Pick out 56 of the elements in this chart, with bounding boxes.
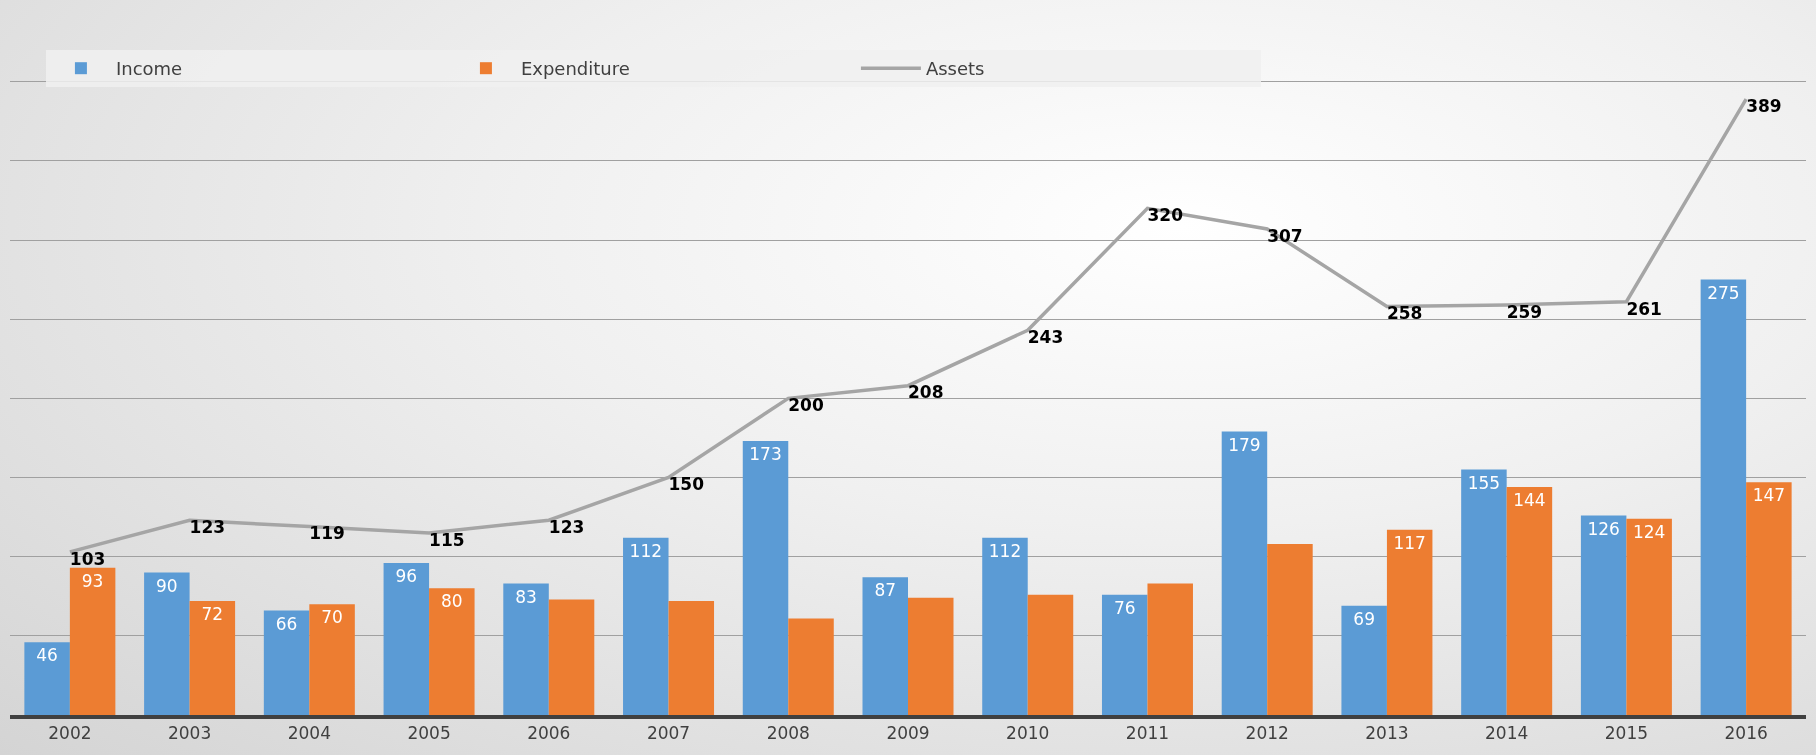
data-label: 80 [441, 591, 463, 612]
data-label: 90 [156, 575, 178, 596]
data-label: 69 [1353, 608, 1375, 629]
x-tick-label: 2003 [167, 723, 212, 744]
data-label: 155 [1467, 472, 1501, 493]
x-tick-label: 2008 [766, 723, 810, 744]
x-tick-label: 2002 [48, 723, 92, 744]
data-label: 72 [201, 604, 224, 624]
x-tick-label: 2013 [1365, 723, 1409, 744]
x-tick-label: 2014 [1485, 723, 1529, 744]
x-tick-label: 2004 [287, 723, 331, 744]
x-tick-label: 2011 [1125, 723, 1170, 744]
data-label: 87 [874, 580, 897, 601]
x-tick-label: 2012 [1245, 723, 1289, 744]
data-label: 320 [1147, 205, 1184, 226]
data-label: 96 [395, 566, 418, 586]
data-label: 119 [309, 523, 345, 544]
data-label: 124 [1632, 521, 1666, 542]
data-label: 150 [668, 474, 705, 495]
data-label: 126 [1587, 518, 1620, 539]
x-tick-label: 2015 [1604, 723, 1649, 744]
data-label: 76 [1113, 597, 1136, 618]
data-label: 112 [988, 540, 1022, 561]
legend-label: Assets [925, 58, 985, 80]
data-label: 66 [275, 613, 298, 634]
data-label: 70 [321, 607, 343, 628]
data-label: 389 [1746, 95, 1782, 116]
data-label: 179 [1228, 434, 1261, 455]
data-label: 307 [1267, 225, 1303, 246]
data-label: 258 [1386, 303, 1423, 324]
x-tick-label: 2009 [886, 723, 930, 744]
data-label: 123 [548, 517, 585, 537]
data-label: 200 [788, 395, 824, 416]
data-label: 103 [69, 548, 106, 569]
data-label: 173 [749, 444, 782, 465]
data-label: 83 [515, 586, 537, 607]
legend-label: Expenditure [520, 58, 630, 80]
data-label: 117 [1393, 532, 1426, 553]
data-label: 259 [1506, 301, 1543, 322]
data-label: 147 [1752, 485, 1786, 506]
data-label: 144 [1513, 490, 1546, 510]
data-label: 46 [36, 645, 58, 666]
x-tick-label: 2016 [1724, 723, 1768, 744]
data-label: 208 [908, 382, 944, 403]
x-tick-label: 2010 [1006, 723, 1050, 744]
data-label: 123 [189, 517, 226, 537]
x-tick-label: 2007 [646, 723, 691, 744]
data-label: 115 [429, 529, 465, 550]
data-label: 261 [1626, 298, 1662, 319]
x-tick-label: 2005 [407, 723, 451, 744]
data-label: 275 [1707, 282, 1740, 303]
data-label: 112 [629, 540, 663, 561]
x-tick-label: 2006 [527, 723, 571, 744]
data-label: 93 [81, 570, 104, 591]
data-label: 243 [1027, 327, 1064, 347]
legend-label: Income [115, 58, 183, 80]
